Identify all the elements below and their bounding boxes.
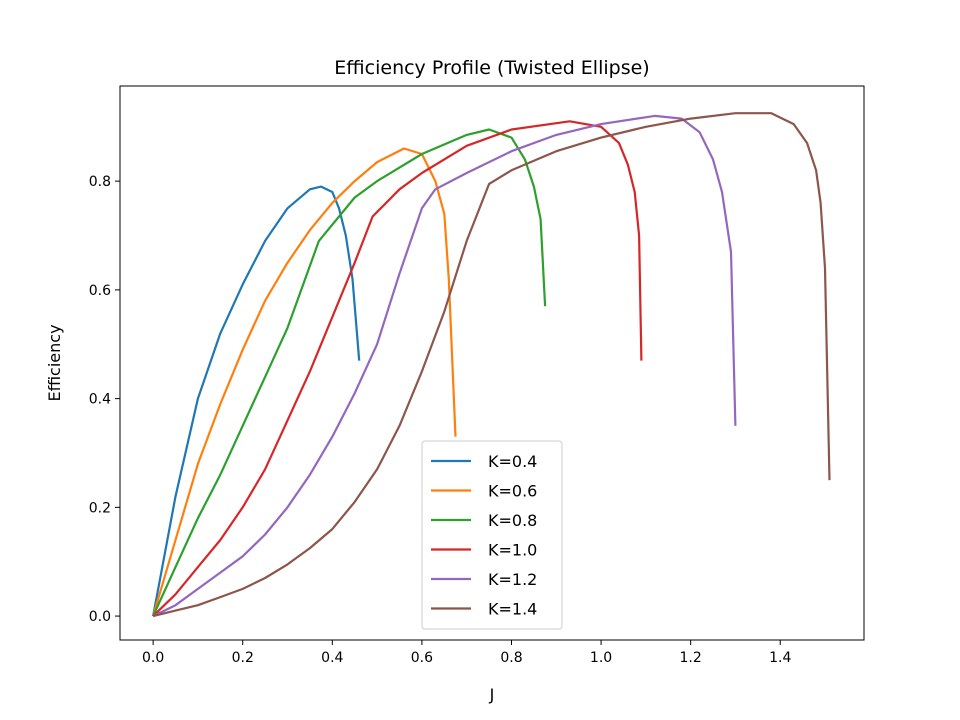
legend-label: K=1.0 [488, 541, 537, 560]
x-tick-label: 0.6 [411, 650, 433, 666]
y-tick-label: 0.0 [89, 609, 111, 625]
x-tick-label: 0.0 [142, 650, 164, 666]
series-line-K=0.4 [152, 185, 361, 617]
chart-title: Efficiency Profile (Twisted Ellipse) [334, 57, 649, 79]
series-line-K=1.2 [152, 114, 737, 618]
x-tick-label: 0.8 [500, 650, 522, 666]
legend-label: K=0.6 [488, 482, 537, 501]
y-axis-label: Efficiency [45, 324, 64, 401]
y-tick-label: 0.2 [89, 500, 111, 516]
legend-label: K=1.4 [488, 600, 537, 619]
series-line-K=1.4 [152, 112, 831, 618]
series-line-K=1.0 [152, 120, 643, 617]
legend-label: K=0.4 [488, 452, 537, 471]
legend-label: K=1.2 [488, 570, 537, 589]
legend: K=0.4 K=0.6 K=0.8 K=1.0 K=1.2 K=1.4 [421, 440, 563, 630]
y-tick-label: 0.8 [89, 174, 111, 190]
y-tick-label: 0.4 [89, 392, 111, 408]
axis-ticks: 0.0 0.2 0.4 0.6 0.8 1.0 1.2 1.4 0.0 0.2 0.4 0.6 0.8 [89, 174, 792, 666]
x-tick-label: 1.2 [680, 650, 702, 666]
x-axis-label: J [489, 685, 495, 704]
x-tick-label: 1.0 [590, 650, 612, 666]
series-line-K=0.6 [152, 147, 457, 617]
y-tick-label: 0.6 [89, 283, 111, 299]
legend-box [421, 440, 563, 630]
legend-label: K=0.8 [488, 511, 537, 530]
x-tick-label: 0.4 [321, 650, 343, 666]
plot-frame [119, 85, 865, 641]
x-tick-label: 0.2 [232, 650, 254, 666]
series-lines [152, 112, 831, 618]
x-tick-label: 1.4 [769, 650, 791, 666]
